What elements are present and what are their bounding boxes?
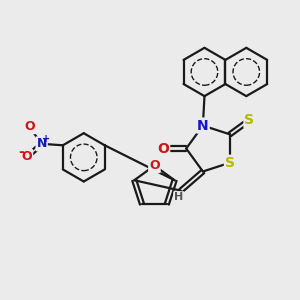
Text: -: - [18,145,24,159]
Text: H: H [174,192,183,202]
Text: S: S [225,156,235,170]
Text: S: S [244,113,254,127]
Text: N: N [37,137,47,150]
Text: O: O [157,142,169,155]
Text: +: + [42,134,50,144]
Text: O: O [22,150,32,163]
Text: O: O [25,120,35,133]
Text: O: O [149,159,160,172]
Text: N: N [197,118,209,133]
